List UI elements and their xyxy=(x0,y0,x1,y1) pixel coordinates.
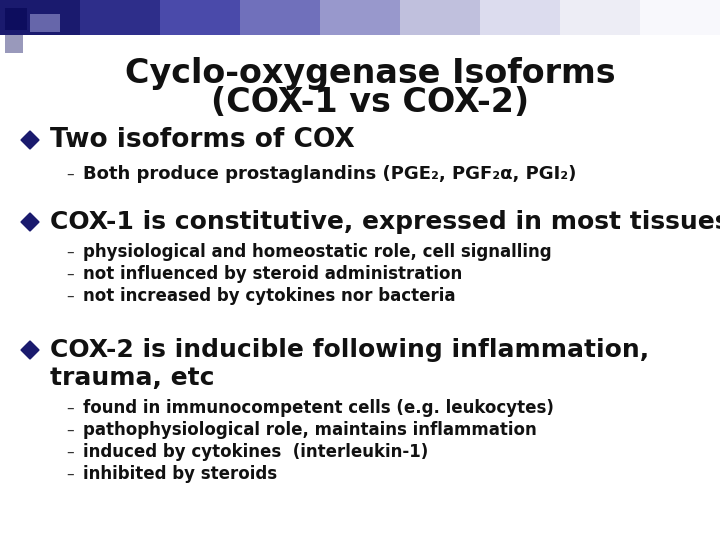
Bar xyxy=(400,0,480,35)
Text: COX-1 is constitutive, expressed in most tissues: COX-1 is constitutive, expressed in most… xyxy=(50,210,720,234)
Text: induced by cytokines  (interleukin-1): induced by cytokines (interleukin-1) xyxy=(83,443,428,461)
Bar xyxy=(160,0,240,35)
Text: Two isoforms of COX: Two isoforms of COX xyxy=(50,127,355,153)
Text: –: – xyxy=(66,288,74,303)
Text: not increased by cytokines nor bacteria: not increased by cytokines nor bacteria xyxy=(83,287,456,305)
Text: pathophysiological role, maintains inflammation: pathophysiological role, maintains infla… xyxy=(83,421,536,439)
Text: Both produce prostaglandins (PGE₂, PGF₂α, PGI₂): Both produce prostaglandins (PGE₂, PGF₂α… xyxy=(83,165,577,183)
Text: –: – xyxy=(66,467,74,482)
Bar xyxy=(560,0,640,35)
Text: COX-2 is inducible following inflammation,: COX-2 is inducible following inflammatio… xyxy=(50,338,649,362)
Text: –: – xyxy=(66,422,74,437)
Text: not influenced by steroid administration: not influenced by steroid administration xyxy=(83,265,462,283)
Text: inhibited by steroids: inhibited by steroids xyxy=(83,465,277,483)
Text: physiological and homeostatic role, cell signalling: physiological and homeostatic role, cell… xyxy=(83,243,552,261)
Polygon shape xyxy=(21,213,39,231)
Text: –: – xyxy=(66,401,74,415)
Text: (COX-1 vs COX-2): (COX-1 vs COX-2) xyxy=(211,85,529,118)
Bar xyxy=(30,14,60,32)
Text: Cyclo-oxygenase Isoforms: Cyclo-oxygenase Isoforms xyxy=(125,57,616,90)
Text: –: – xyxy=(66,245,74,260)
Text: –: – xyxy=(66,444,74,460)
Text: trauma, etc: trauma, etc xyxy=(50,366,215,390)
Bar xyxy=(80,0,160,35)
Bar xyxy=(5,35,23,53)
Bar xyxy=(240,0,320,35)
Bar xyxy=(640,0,720,35)
Bar xyxy=(480,0,560,35)
Polygon shape xyxy=(21,341,39,359)
Text: –: – xyxy=(66,166,74,181)
Polygon shape xyxy=(21,131,39,149)
Bar xyxy=(320,0,400,35)
Text: found in immunocompetent cells (e.g. leukocytes): found in immunocompetent cells (e.g. leu… xyxy=(83,399,554,417)
Bar xyxy=(0,0,80,35)
Text: –: – xyxy=(66,267,74,281)
Bar xyxy=(5,8,27,30)
